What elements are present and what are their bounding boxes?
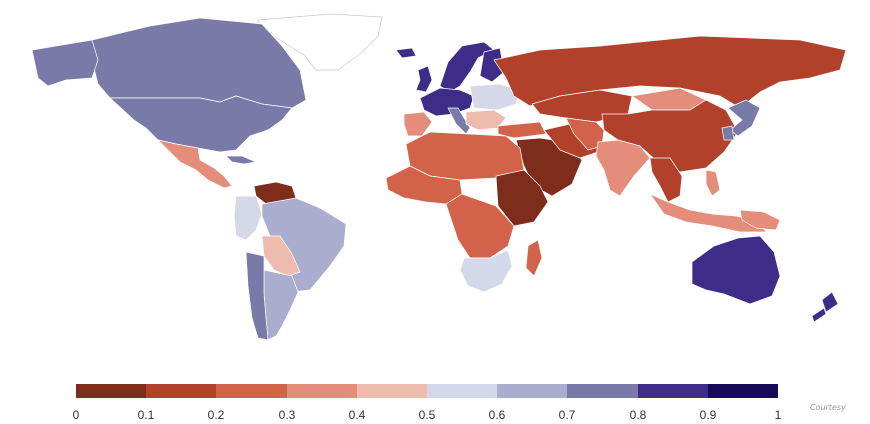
legend-tick-label: 1 [774, 408, 782, 422]
region-italy [447, 107, 471, 135]
region-australia [691, 235, 781, 305]
legend-swatch [356, 384, 428, 398]
region-iberia [403, 111, 433, 137]
region-bolivia [261, 235, 301, 277]
legend-tick-label: 0.7 [558, 408, 576, 422]
region-madagascar [525, 239, 543, 277]
legend-tick-label: 0.1 [137, 408, 155, 422]
legend-tick-label: 0.9 [699, 408, 717, 422]
region-central-africa [445, 193, 515, 259]
legend-swatch [146, 384, 217, 398]
legend-tick-label: 0.4 [348, 408, 366, 422]
region-western-europe [419, 87, 475, 117]
legend-swatch [76, 384, 147, 398]
legend-swatch [216, 384, 287, 398]
region-colombia [233, 195, 263, 241]
region-usa [109, 95, 293, 153]
legend-swatch [286, 384, 357, 398]
region-chile [245, 251, 269, 341]
legend-swatch [567, 384, 638, 398]
region-new-guinea [739, 209, 781, 231]
legend-tick-label: 0.8 [629, 408, 647, 422]
region-uk [415, 65, 433, 93]
legend-swatch [707, 384, 779, 398]
region-iceland [395, 47, 417, 59]
region-eastern-europe [469, 83, 521, 111]
legend-tick-label: 0.5 [418, 408, 436, 422]
region-turkey [497, 121, 547, 139]
legend-tick-label: 0.6 [488, 408, 506, 422]
region-mexico [157, 139, 233, 189]
region-argentina [263, 269, 299, 341]
region-greenland [257, 13, 383, 71]
region-east-africa [495, 169, 549, 227]
region-india [595, 139, 651, 197]
legend-swatch [497, 384, 568, 398]
region-alaska [31, 39, 99, 87]
region-japan [727, 99, 761, 137]
legend-tick-label: 0.3 [278, 408, 296, 422]
region-southeast-asia [649, 157, 683, 203]
region-cuba [225, 155, 257, 165]
region-new-zealand [811, 291, 839, 323]
region-southern-africa [459, 249, 513, 293]
legend-swatch [637, 384, 708, 398]
legend-color-scale [76, 384, 779, 398]
legend-tick-label: 0.2 [207, 408, 225, 422]
region-south-korea [721, 125, 735, 141]
region-philippines [705, 169, 721, 197]
courtesy-watermark: Courtesy [810, 403, 846, 412]
legend-swatch [427, 384, 498, 398]
region-finland [479, 47, 505, 83]
legend-tick-label: 0 [72, 408, 80, 422]
